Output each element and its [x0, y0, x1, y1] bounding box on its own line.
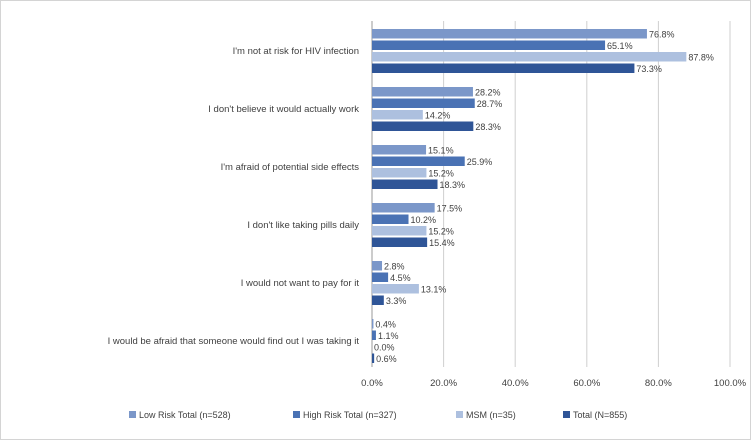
gridlines — [371, 21, 731, 367]
category-label: I'm afraid of potential side effects — [221, 162, 360, 173]
legend-swatch-msm-n-35 — [456, 411, 463, 418]
bar-high-risk-total-n-327-5 — [372, 272, 389, 282]
bar-total-n-855-2 — [372, 121, 474, 131]
data-label: 76.8% — [649, 30, 675, 40]
x-tick-label: 100.0% — [714, 378, 747, 389]
data-label: 25.9% — [467, 157, 493, 167]
data-label: 14.2% — [425, 111, 451, 121]
bar-total-n-855-1 — [372, 63, 635, 73]
category-label: I don't like taking pills daily — [247, 220, 359, 231]
data-label: 1.1% — [378, 331, 399, 341]
data-label: 28.3% — [475, 122, 501, 132]
category-labels: I'm not at risk for HIV infection I don't… — [108, 46, 360, 347]
category-label: I would be afraid that someone would fin… — [108, 336, 360, 347]
bar-msm-n-35-4 — [372, 226, 427, 236]
bar-low-risk-total-n-528-5 — [372, 261, 383, 271]
legend-label: MSM (n=35) — [466, 410, 516, 420]
x-axis-ticks: 0.0% 20.0% 40.0% 60.0% 80.0% 100.0% — [361, 378, 746, 389]
bar-low-risk-total-n-528-6 — [372, 319, 374, 329]
data-label: 3.3% — [386, 296, 407, 306]
bar-msm-n-35-3 — [372, 168, 427, 178]
legend-label: Low Risk Total (n=528) — [139, 410, 231, 420]
data-label: 73.3% — [636, 64, 662, 74]
x-tick-label: 0.0% — [361, 378, 383, 389]
bar-total-n-855-4 — [372, 237, 428, 247]
bar-low-risk-total-n-528-4 — [372, 203, 435, 213]
category-label: I'm not at risk for HIV infection — [233, 46, 359, 57]
data-label: 2.8% — [384, 262, 405, 272]
bar-low-risk-total-n-528-2 — [372, 87, 473, 97]
category-label: I don't believe it would actually work — [208, 104, 359, 115]
data-label: 0.0% — [374, 343, 395, 353]
data-label: 28.7% — [477, 99, 503, 109]
legend-swatch-total-n-855 — [563, 411, 570, 418]
data-label: 65.1% — [607, 41, 633, 51]
bar-high-risk-total-n-327-2 — [372, 98, 475, 108]
x-tick-label: 40.0% — [502, 378, 529, 389]
bar-low-risk-total-n-528-3 — [372, 145, 427, 155]
data-label: 10.2% — [411, 215, 437, 225]
bar-high-risk-total-n-327-3 — [372, 156, 465, 166]
data-label: 13.1% — [421, 285, 447, 295]
bars — [372, 29, 687, 363]
data-label: 28.2% — [475, 88, 501, 98]
bar-msm-n-35-1 — [372, 52, 687, 62]
x-tick-label: 80.0% — [645, 378, 672, 389]
data-label: 17.5% — [437, 204, 463, 214]
bar-total-n-855-5 — [372, 295, 384, 305]
data-label: 15.4% — [429, 238, 455, 248]
data-label: 4.5% — [390, 273, 411, 283]
data-label: 87.8% — [688, 53, 714, 63]
legend-label: High Risk Total (n=327) — [303, 410, 397, 420]
bar-msm-n-35-5 — [372, 284, 419, 294]
data-label: 0.6% — [376, 354, 397, 364]
x-tick-label: 60.0% — [573, 378, 600, 389]
bar-high-risk-total-n-327-4 — [372, 214, 409, 224]
bar-total-n-855-3 — [372, 179, 438, 189]
legend-label: Total (N=855) — [573, 410, 627, 420]
bar-low-risk-total-n-528-1 — [372, 29, 647, 39]
data-label: 0.4% — [375, 320, 396, 330]
data-label: 18.3% — [440, 180, 466, 190]
legend-swatch-low-risk-total-n-528 — [129, 411, 136, 418]
category-label: I would not want to pay for it — [241, 278, 360, 289]
data-label: 15.1% — [428, 146, 454, 156]
legend: Low Risk Total (n=528) High Risk Total (n… — [129, 410, 627, 420]
bar-high-risk-total-n-327-6 — [372, 330, 376, 340]
legend-swatch-high-risk-total-n-327 — [293, 411, 300, 418]
data-labels: 76.8% 65.1% 87.8% 73.3% 28.2%28.7% 14.2% 28.3%… — [374, 30, 714, 365]
data-label: 15.2% — [428, 169, 454, 179]
data-label: 15.2% — [428, 227, 454, 237]
bar-msm-n-35-2 — [372, 110, 423, 120]
x-tick-label: 20.0% — [430, 378, 457, 389]
bar-high-risk-total-n-327-1 — [372, 40, 606, 50]
bar-total-n-855-6 — [372, 353, 375, 363]
